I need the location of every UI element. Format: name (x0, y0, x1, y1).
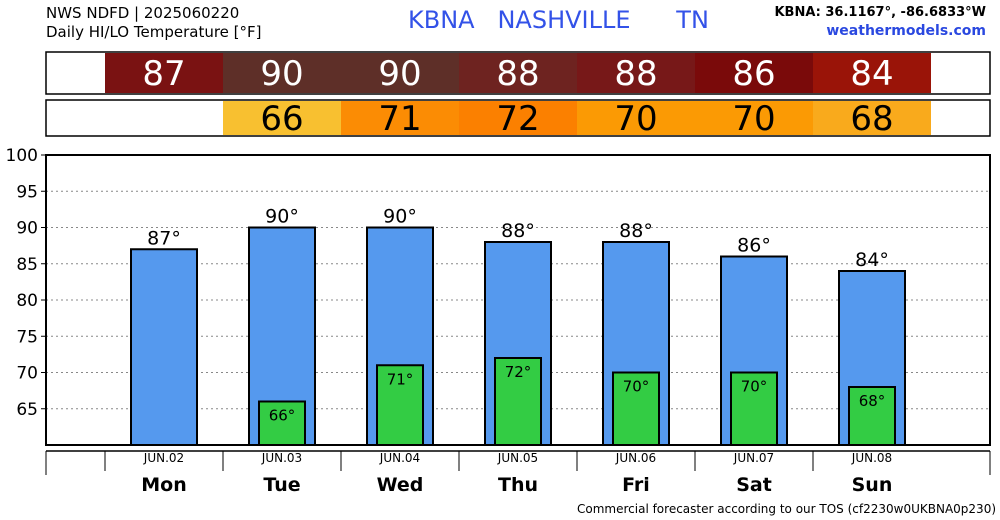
axes: 100 95 90 85 80 75 70 65 JUN.02 Mon JUN.03 Tue JUN.0… (6, 146, 991, 496)
y-tick-label: 95 (16, 182, 38, 202)
y-tick-label: 85 (16, 255, 38, 275)
hi-strip-cell (105, 53, 223, 93)
plot-frame (45, 154, 991, 446)
header-left: NWS NDFD | 2025060220 Daily HI/LO Temper… (46, 4, 262, 42)
bars: 87° 90° 66° 90° 71° 88° 72° 88° 70° 86° 70° 84° 68° (130, 206, 906, 446)
temperature-strips: 87 90 90 88 88 86 84 66 71 72 70 70 68 (45, 51, 991, 139)
date-label: JUN.02 (143, 451, 184, 465)
y-tick-label: 80 (16, 291, 38, 311)
hi-bar (130, 248, 198, 446)
hi-strip-value: 90 (378, 54, 421, 94)
hi-label: 87° (147, 227, 181, 249)
lo-strip-cell (341, 101, 459, 135)
chart-subtitle: Daily HI/LO Temperature [°F] (46, 23, 262, 41)
date-label: JUN.08 (851, 451, 892, 465)
product-title: NWS NDFD | 2025060220 (46, 4, 240, 22)
lo-strip-value: 68 (850, 99, 893, 139)
date-label: JUN.06 (615, 451, 656, 465)
y-tick-label: 75 (16, 327, 38, 347)
lo-strip-value: 66 (260, 99, 303, 139)
day-label: Tue (263, 474, 300, 496)
date-label: JUN.05 (497, 451, 538, 465)
site-link[interactable]: weathermodels.com (826, 23, 986, 39)
hi-strip-cell (223, 53, 341, 93)
hi-strip-value: 86 (732, 54, 775, 94)
date-label: JUN.03 (261, 451, 302, 465)
lo-strip-value: 70 (732, 99, 775, 139)
hi-label: 86° (737, 235, 771, 257)
date-label: JUN.07 (733, 451, 774, 465)
lo-label: 68° (859, 392, 886, 410)
hi-strip-value: 87 (142, 54, 185, 94)
lo-strip-cell (223, 101, 341, 135)
y-tick-label: 65 (16, 400, 38, 420)
hi-strip-cell (577, 53, 695, 93)
hi-strip-cell (695, 53, 813, 93)
hi-label: 90° (383, 206, 417, 228)
lo-strip-cell (813, 101, 931, 135)
lo-bar (848, 386, 896, 446)
date-label: JUN.04 (379, 451, 420, 465)
lo-bar (612, 371, 660, 446)
lo-label: 70° (741, 378, 768, 396)
hi-strip-cell (813, 53, 931, 93)
station-title: KBNA NASHVILLE TN (408, 6, 709, 34)
day-label: Mon (141, 474, 187, 496)
y-tick-label: 90 (16, 219, 38, 239)
day-label: Sun (852, 474, 893, 496)
hi-strip-cell (459, 53, 577, 93)
lo-strip-value: 72 (496, 99, 539, 139)
hi-strip-value: 88 (496, 54, 539, 94)
lo-strip-value: 71 (378, 99, 421, 139)
y-tick-label: 70 (16, 364, 38, 384)
lo-label: 72° (505, 363, 532, 381)
lo-strip-value: 70 (614, 99, 657, 139)
hi-strip-value: 84 (850, 54, 893, 94)
hi-strip-value: 88 (614, 54, 657, 94)
hi-label: 88° (501, 220, 535, 242)
lo-strip-cell (577, 101, 695, 135)
lo-label: 66° (269, 407, 296, 425)
hi-label: 88° (619, 220, 653, 242)
day-label: Wed (377, 474, 424, 496)
hi-label: 84° (855, 249, 889, 271)
hi-label: 90° (265, 206, 299, 228)
lo-strip-cell (695, 101, 813, 135)
lo-label: 71° (387, 370, 414, 388)
hi-strip-cell (341, 53, 459, 93)
day-label: Fri (622, 474, 650, 496)
hi-strip-value: 90 (260, 54, 303, 94)
y-tick-label: 100 (6, 146, 38, 166)
station-coords: KBNA: 36.1167°, -86.6833°W (774, 5, 986, 20)
lo-bar (730, 371, 778, 446)
day-label: Sat (736, 474, 772, 496)
lo-strip-cell (459, 101, 577, 135)
day-label: Thu (498, 474, 538, 496)
footer-note: Commercial forecaster according to our T… (577, 502, 997, 516)
lo-label: 70° (623, 378, 650, 396)
